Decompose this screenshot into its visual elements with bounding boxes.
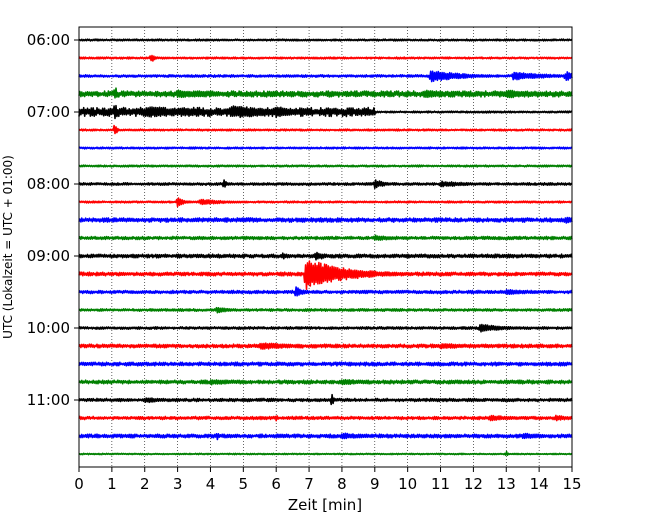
trace-line	[78, 251, 573, 261]
trace-line	[78, 179, 573, 190]
x-tick-label: 10	[398, 475, 417, 493]
trace-line	[78, 164, 573, 168]
x-tick-label: 4	[206, 475, 216, 493]
y-axis-label: UTC (Lokalzeit = UTC + 01:00)	[1, 155, 15, 339]
y-tick-label: 09:00	[27, 247, 70, 265]
trace-line	[78, 54, 573, 62]
trace-line	[78, 87, 573, 99]
x-tick-label: 15	[562, 475, 581, 493]
y-tick-label: 08:00	[27, 175, 70, 193]
trace-line	[78, 70, 573, 83]
x-tick-label: 12	[464, 475, 483, 493]
x-axis: 0 1 2 3 4 5 6 7 8 9 10 11 12 13 14 15	[74, 467, 582, 493]
x-tick-label: 11	[431, 475, 450, 493]
x-tick-label: 2	[140, 475, 150, 493]
trace-line	[78, 432, 573, 441]
y-tick-label: 11:00	[27, 391, 70, 409]
x-tick-label: 7	[304, 475, 314, 493]
x-tick-label: 3	[173, 475, 183, 493]
trace-line	[78, 197, 573, 208]
trace-line	[78, 323, 573, 333]
y-tick-label: 06:00	[27, 31, 70, 49]
x-tick-label: 1	[107, 475, 117, 493]
x-tick-label: 6	[271, 475, 281, 493]
y-tick-label: 07:00	[27, 103, 70, 121]
trace-line	[78, 216, 573, 224]
x-tick-label: 14	[530, 475, 549, 493]
x-tick-label: 13	[497, 475, 516, 493]
trace-line	[78, 146, 573, 150]
trace-line	[78, 306, 573, 314]
x-tick-label: 5	[239, 475, 249, 493]
trace-line	[78, 124, 573, 135]
y-tick-label: 10:00	[27, 319, 70, 337]
trace-line	[78, 450, 573, 457]
trace-line	[78, 104, 573, 120]
y-axis: 06:00 07:00 08:00 09:00 10:00 11:00	[27, 31, 79, 409]
x-axis-label: Zeit [min]	[288, 496, 362, 514]
trace-line	[78, 414, 573, 422]
trace-line	[78, 234, 573, 241]
trace-line	[78, 286, 573, 297]
x-tick-label: 8	[337, 475, 347, 493]
grid	[111, 27, 540, 467]
x-tick-label: 0	[74, 475, 84, 493]
trace-line	[78, 260, 573, 291]
trace-line	[78, 342, 573, 350]
trace-line	[78, 38, 573, 42]
x-tick-label: 9	[370, 475, 380, 493]
trace-line	[78, 361, 573, 367]
trace-line	[78, 378, 573, 386]
trace-line	[78, 393, 573, 406]
traces	[78, 38, 573, 457]
plot-frame	[78, 26, 573, 468]
